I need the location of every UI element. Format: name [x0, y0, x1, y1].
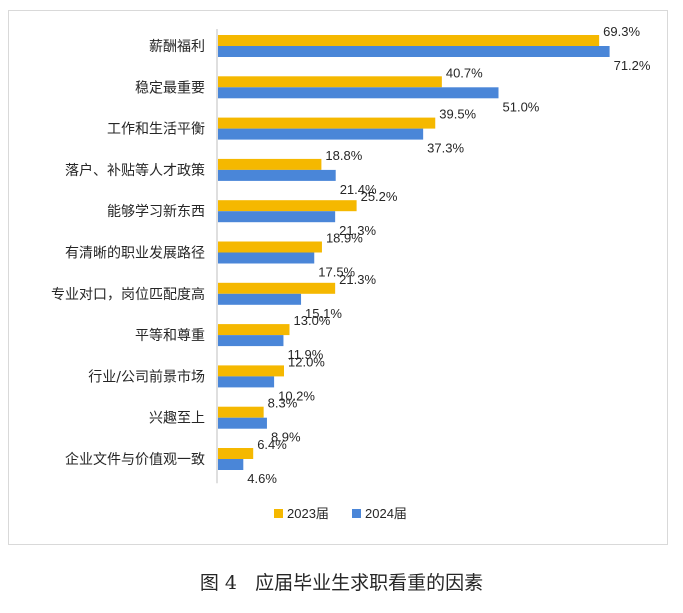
- data-label-2023: 18.8%: [325, 148, 362, 163]
- data-label-2024: 10.2%: [278, 388, 315, 403]
- data-label-2023: 39.5%: [439, 107, 476, 122]
- category-label: 企业文件与价值观一致: [65, 451, 205, 468]
- bar-2023: [218, 158, 322, 170]
- bar-2024: [218, 417, 267, 429]
- category-label: 落户、补贴等人才政策: [65, 162, 205, 179]
- category-label: 平等和尊重: [135, 327, 205, 344]
- legend-swatch-2023: [274, 509, 283, 518]
- category-label: 薪酬福利: [149, 39, 205, 55]
- data-label-2024: 17.5%: [318, 265, 355, 280]
- data-label-2023: 6.4%: [257, 437, 287, 452]
- data-label-2024: 21.4%: [340, 182, 377, 197]
- bar-2024: [218, 376, 275, 388]
- category-label: 有清晰的职业发展路径: [65, 246, 205, 262]
- bar-2024: [218, 335, 284, 347]
- bar-2023: [218, 241, 322, 253]
- data-label-2024: 21.3%: [339, 223, 376, 238]
- category-label: 稳定最重要: [135, 80, 205, 96]
- data-label-2023: 8.3%: [268, 396, 298, 411]
- data-label-2024: 4.6%: [247, 471, 277, 486]
- bar-chart: 薪酬福利 69.3% 71.2% 稳定最重要 40.7% 51.0% 工作和生活平衡 39.5…: [51, 24, 651, 521]
- data-label-2024: 51.0%: [503, 99, 540, 114]
- bar-2024: [218, 252, 315, 264]
- legend-label-2023: 2023届: [287, 506, 329, 521]
- data-label-2023: 69.3%: [603, 24, 640, 39]
- data-label-2023: 13.0%: [294, 313, 331, 328]
- bar-2023: [218, 76, 442, 88]
- figure-caption: 图 4 应届毕业生求职看重的因素: [199, 572, 484, 594]
- category-label: 专业对口，岗位匹配度高: [51, 286, 205, 303]
- bar-2023: [218, 448, 254, 459]
- bar-2023: [218, 324, 290, 336]
- data-label-2024: 37.3%: [427, 141, 464, 156]
- bar-2023: [218, 35, 600, 46]
- chart-frame: 薪酬福利 69.3% 71.2% 稳定最重要 40.7% 51.0% 工作和生活平衡 39.5…: [8, 10, 668, 545]
- bar-2023: [218, 365, 284, 377]
- bar-2024: [218, 459, 244, 470]
- category-label: 能够学习新东西: [107, 204, 205, 220]
- bar-2024: [218, 128, 424, 140]
- bar-2023: [218, 406, 264, 418]
- data-label-2023: 25.2%: [361, 189, 398, 204]
- data-label-2024: 11.9%: [287, 347, 323, 362]
- bar-2024: [218, 211, 336, 223]
- legend-label-2024: 2024届: [365, 506, 407, 521]
- data-label-2024: 71.2%: [614, 58, 651, 73]
- bar-2023: [218, 200, 357, 212]
- data-label-2023: 21.3%: [339, 272, 376, 287]
- data-label-2024: 8.9%: [271, 430, 301, 445]
- category-label: 兴趣至上: [149, 411, 205, 427]
- bar-2023: [218, 282, 336, 294]
- bar-2024: [218, 46, 610, 57]
- bar-2024: [218, 293, 302, 305]
- data-label-2024: 15.1%: [305, 306, 342, 321]
- category-label: 工作和生活平衡: [107, 122, 205, 138]
- legend-swatch-2024: [352, 509, 361, 518]
- data-label-2023: 18.9%: [326, 231, 363, 246]
- data-label-2023: 40.7%: [446, 65, 483, 80]
- bar-2024: [218, 169, 336, 181]
- category-label: 行业/公司前景市场: [88, 368, 205, 385]
- bar-2023: [218, 117, 436, 129]
- data-label-2023: 12.0%: [288, 354, 325, 369]
- bar-2024: [218, 87, 499, 99]
